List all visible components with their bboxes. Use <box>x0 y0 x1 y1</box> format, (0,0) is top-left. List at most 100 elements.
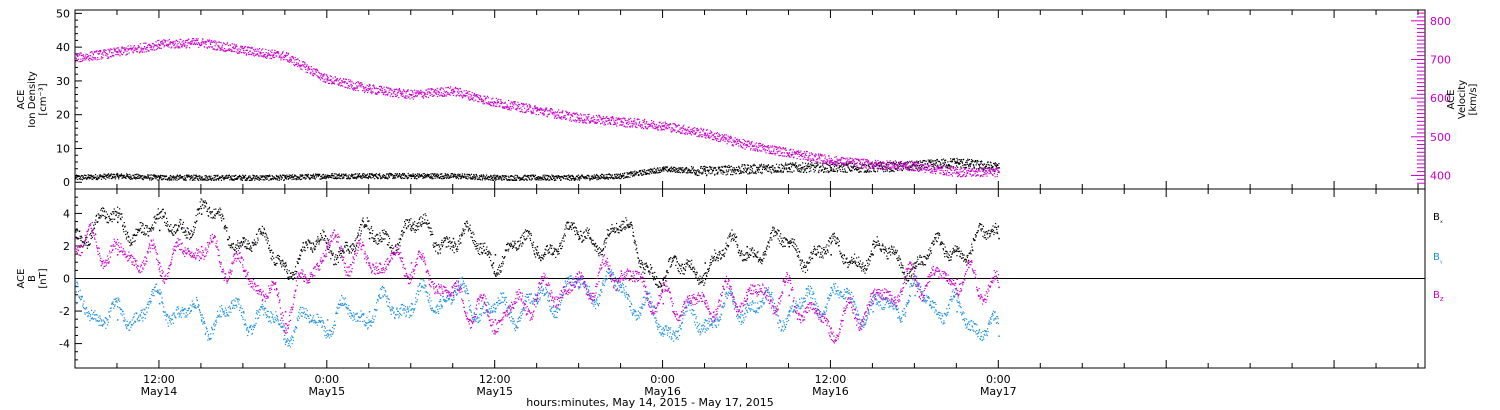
data-point <box>691 130 693 133</box>
data-point <box>311 176 313 179</box>
data-point <box>362 176 364 179</box>
data-point <box>193 43 195 46</box>
data-point <box>269 57 271 59</box>
data-point <box>950 165 952 167</box>
data-point <box>171 41 174 43</box>
data-point <box>582 120 584 122</box>
data-point <box>241 177 243 179</box>
data-point <box>126 174 128 176</box>
data-point <box>559 112 561 114</box>
data-point <box>236 177 238 179</box>
data-point <box>123 49 126 51</box>
data-point <box>684 128 687 130</box>
data-point <box>422 97 425 99</box>
data-point <box>423 173 425 175</box>
data-point <box>128 177 131 180</box>
data-point <box>948 165 950 167</box>
data-point <box>249 50 251 52</box>
data-point <box>99 51 101 53</box>
data-point <box>365 88 368 91</box>
data-point <box>316 69 318 71</box>
data-point <box>632 124 634 127</box>
data-point <box>370 91 372 93</box>
data-point <box>979 161 981 163</box>
data-point <box>564 118 567 121</box>
data-point <box>139 52 141 54</box>
data-point <box>319 73 321 75</box>
data-point <box>419 91 421 93</box>
data-point <box>769 166 772 168</box>
data-point <box>157 39 159 42</box>
data-point <box>737 142 739 145</box>
data-point <box>224 175 226 177</box>
data-point <box>801 166 803 169</box>
data-point <box>161 40 163 42</box>
data-point <box>270 50 272 52</box>
data-point <box>724 138 727 140</box>
data-point <box>834 160 837 163</box>
data-point <box>397 176 399 178</box>
data-point <box>203 42 205 45</box>
data-point <box>336 77 339 80</box>
data-point <box>109 50 111 52</box>
data-point <box>564 116 566 119</box>
data-point <box>593 174 595 176</box>
data-point <box>492 97 494 99</box>
data-point <box>677 124 680 126</box>
data-point <box>655 168 657 170</box>
data-point <box>511 175 513 177</box>
data-point <box>784 147 787 149</box>
data-point <box>750 165 752 167</box>
data-point <box>583 176 585 178</box>
data-point <box>567 114 569 116</box>
data-point <box>318 173 320 175</box>
data-point <box>350 83 352 85</box>
data-point <box>647 169 650 171</box>
data-point <box>410 175 413 177</box>
data-point <box>139 43 141 45</box>
data-point <box>684 169 686 171</box>
data-point <box>746 169 748 171</box>
data-point <box>460 178 462 180</box>
data-point <box>543 113 545 115</box>
data-point <box>375 173 377 175</box>
data-point <box>995 163 997 165</box>
data-point <box>336 177 339 180</box>
data-point <box>207 178 210 181</box>
data-point <box>657 169 659 171</box>
data-point <box>193 39 195 41</box>
data-point <box>718 167 720 170</box>
data-point <box>905 161 907 163</box>
data-point <box>701 172 703 174</box>
data-point <box>457 174 459 176</box>
data-point <box>706 174 708 176</box>
data-point <box>516 175 518 177</box>
data-point <box>653 172 655 174</box>
data-point <box>512 103 514 105</box>
data-point <box>336 174 338 176</box>
data-point <box>405 95 407 97</box>
data-point <box>776 150 778 152</box>
data-point <box>752 172 754 174</box>
data-point <box>182 40 184 42</box>
data-point <box>886 163 888 165</box>
data-point <box>463 173 466 175</box>
data-point <box>214 174 216 177</box>
data-point <box>271 177 273 180</box>
data-point <box>277 175 279 177</box>
data-point <box>822 166 824 168</box>
data-point <box>409 98 411 100</box>
data-point <box>721 166 723 169</box>
data-point <box>495 179 497 181</box>
data-point <box>292 58 295 60</box>
data-point <box>212 41 214 43</box>
data-point <box>296 63 298 65</box>
data-point <box>648 123 650 126</box>
data-point <box>514 108 517 110</box>
data-point <box>842 171 844 173</box>
data-point <box>258 55 260 57</box>
data-point <box>801 153 803 155</box>
data-point <box>798 164 800 166</box>
data-point <box>761 150 763 152</box>
data-point <box>423 92 425 94</box>
